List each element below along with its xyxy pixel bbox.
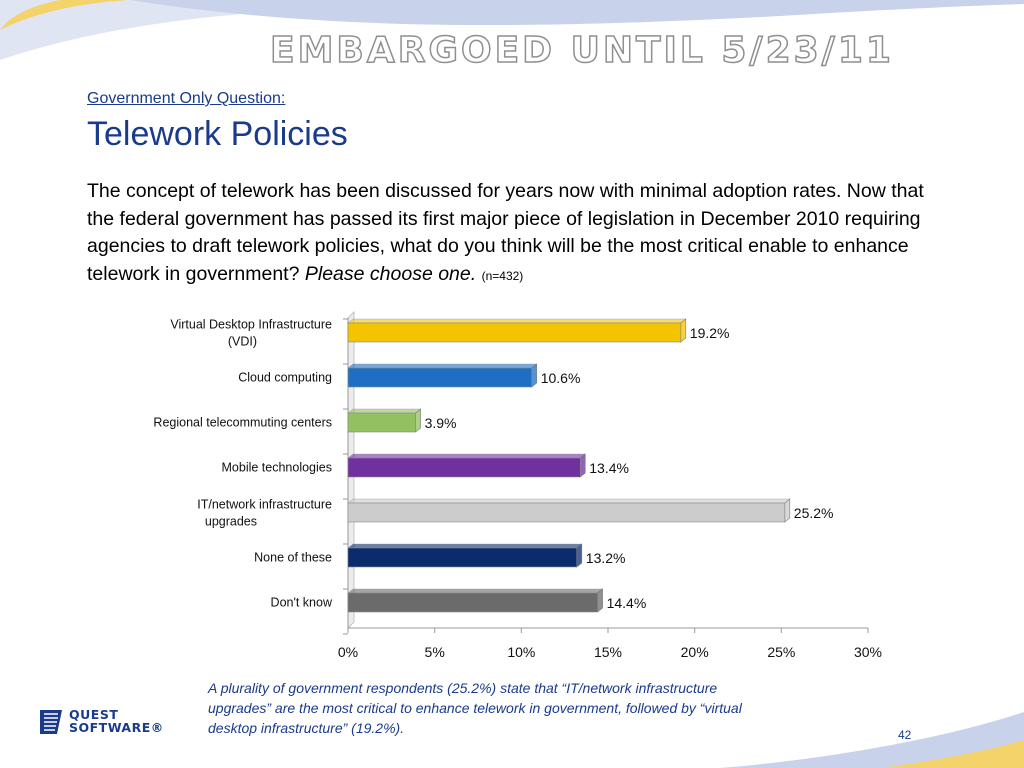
logo-line-2: SOFTWARE® <box>69 720 164 735</box>
category-label: Cloud computing <box>238 371 332 385</box>
page-number: 42 <box>898 728 912 742</box>
x-tick-label: 0% <box>338 644 358 660</box>
category-label: Mobile technologies <box>222 461 333 475</box>
slide-title: Telework Policies <box>87 115 348 153</box>
x-tick-label: 30% <box>854 644 882 660</box>
bar <box>347 457 581 478</box>
bar-value-label: 19.2% <box>690 325 730 341</box>
logo-mark-icon <box>40 710 62 734</box>
x-tick-label: 15% <box>594 644 622 660</box>
question-text: The concept of telework has been discuss… <box>87 178 947 290</box>
quest-software-logo: QUEST SOFTWARE® <box>37 708 187 738</box>
embargo-watermark: EMBARGOED UNTIL 5/23/11 <box>269 29 894 72</box>
slide-subtitle: Government Only Question: <box>87 90 286 107</box>
bar-top <box>347 363 538 369</box>
bar-value-label: 13.4% <box>589 460 629 476</box>
x-tick-label: 10% <box>507 644 535 660</box>
category-label: Regional telecommuting centers <box>153 416 332 430</box>
bar-top <box>347 318 687 324</box>
bar-value-label: 25.2% <box>794 505 834 521</box>
bar <box>347 412 416 433</box>
x-tick-label: 25% <box>767 644 795 660</box>
category-label: Virtual Desktop Infrastructure (VDI) <box>170 318 332 349</box>
bar-value-label: 3.9% <box>425 415 457 431</box>
category-label: IT/network infrastructure upgrades <box>197 498 332 529</box>
bar <box>347 322 682 343</box>
bar <box>347 502 786 523</box>
bar-top <box>347 408 422 414</box>
category-label: Don't know <box>271 596 333 610</box>
bar-value-label: 13.2% <box>586 550 626 566</box>
bar <box>347 367 533 388</box>
question-instruction: Please choose one. <box>304 262 477 285</box>
category-label: None of these <box>254 551 332 565</box>
bar <box>347 547 578 568</box>
question-body: The concept of telework has been discuss… <box>87 180 924 285</box>
x-tick-label: 5% <box>425 644 445 660</box>
bar-top <box>347 588 604 594</box>
logo-line-1: QUEST <box>69 707 119 722</box>
x-tick-label: 20% <box>681 644 709 660</box>
bar <box>347 592 598 613</box>
bar-top <box>347 543 583 549</box>
bar-value-label: 10.6% <box>541 370 581 386</box>
chart-caption: A plurality of government respondents (2… <box>208 680 742 736</box>
bar-top <box>347 453 586 459</box>
sample-size: (n=432) <box>481 268 524 283</box>
bar-top <box>347 498 791 504</box>
bar-value-label: 14.4% <box>607 595 647 611</box>
